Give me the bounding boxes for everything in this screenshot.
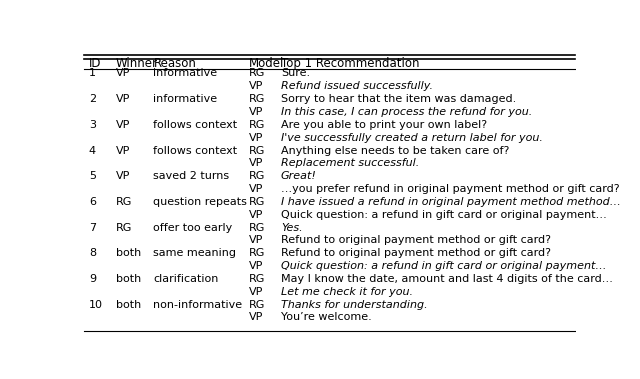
Text: Replacement successful.: Replacement successful.: [281, 158, 419, 168]
Text: Refund to original payment method or gift card?: Refund to original payment method or gif…: [281, 248, 551, 258]
Text: May I know the date, amount and last 4 digits of the card…: May I know the date, amount and last 4 d…: [281, 274, 612, 284]
Text: 6: 6: [89, 197, 96, 207]
Text: Sure.: Sure.: [281, 69, 310, 78]
Text: Quick question: a refund in gift card or original payment…: Quick question: a refund in gift card or…: [281, 210, 607, 220]
Text: saved 2 turns: saved 2 turns: [154, 171, 230, 181]
Text: Yes.: Yes.: [281, 222, 303, 233]
Text: RG: RG: [116, 222, 132, 233]
Text: question repeats: question repeats: [154, 197, 247, 207]
Text: follows context: follows context: [154, 120, 237, 130]
Text: both: both: [116, 248, 141, 258]
Text: VP: VP: [116, 94, 130, 104]
Text: Great!: Great!: [281, 171, 317, 181]
Text: Top 1 Recommendation: Top 1 Recommendation: [281, 57, 419, 70]
Text: both: both: [116, 274, 141, 284]
Text: non-informative: non-informative: [154, 300, 243, 310]
Text: RG: RG: [249, 248, 265, 258]
Text: 1: 1: [89, 69, 96, 78]
Text: VP: VP: [249, 158, 263, 168]
Text: …you prefer refund in original payment method or gift card?: …you prefer refund in original payment m…: [281, 184, 620, 194]
Text: VP: VP: [249, 235, 263, 246]
Text: Reason: Reason: [154, 57, 196, 70]
Text: VP: VP: [249, 107, 263, 117]
Text: RG: RG: [249, 120, 265, 130]
Text: I've successfully created a return label for you.: I've successfully created a return label…: [281, 133, 543, 143]
Text: 5: 5: [89, 171, 96, 181]
Text: I have issued a refund in original payment method method…: I have issued a refund in original payme…: [281, 197, 621, 207]
Text: Model: Model: [249, 57, 284, 70]
Text: VP: VP: [116, 146, 130, 155]
Text: 8: 8: [89, 248, 96, 258]
Text: VP: VP: [249, 210, 263, 220]
Text: RG: RG: [249, 146, 265, 155]
Text: RG: RG: [249, 222, 265, 233]
Text: Winner: Winner: [116, 57, 157, 70]
Text: Thanks for understanding.: Thanks for understanding.: [281, 300, 428, 310]
Text: RG: RG: [249, 300, 265, 310]
Text: Sorry to hear that the item was damaged.: Sorry to hear that the item was damaged.: [281, 94, 516, 104]
Text: RG: RG: [249, 274, 265, 284]
Text: RG: RG: [249, 94, 265, 104]
Text: VP: VP: [249, 261, 263, 271]
Text: follows context: follows context: [154, 146, 237, 155]
Text: 3: 3: [89, 120, 96, 130]
Text: Are you able to print your own label?: Are you able to print your own label?: [281, 120, 487, 130]
Text: 2: 2: [89, 94, 96, 104]
Text: 9: 9: [89, 274, 96, 284]
Text: In this case, I can process the refund for you.: In this case, I can process the refund f…: [281, 107, 532, 117]
Text: VP: VP: [116, 69, 130, 78]
Text: ID: ID: [89, 57, 101, 70]
Text: 4: 4: [89, 146, 96, 155]
Text: 10: 10: [89, 300, 103, 310]
Text: You’re welcome.: You’re welcome.: [281, 312, 372, 323]
Text: VP: VP: [116, 171, 130, 181]
Text: Refund issued successfully.: Refund issued successfully.: [281, 81, 433, 91]
Text: RG: RG: [249, 69, 265, 78]
Text: clarification: clarification: [154, 274, 219, 284]
Text: both: both: [116, 300, 141, 310]
Text: RG: RG: [116, 197, 132, 207]
Text: RG: RG: [249, 171, 265, 181]
Text: Anything else needs to be taken care of?: Anything else needs to be taken care of?: [281, 146, 509, 155]
Text: Let me check it for you.: Let me check it for you.: [281, 287, 413, 297]
Text: VP: VP: [249, 312, 263, 323]
Text: informative: informative: [154, 69, 218, 78]
Text: Quick question: a refund in gift card or original payment…: Quick question: a refund in gift card or…: [281, 261, 606, 271]
Text: VP: VP: [249, 133, 263, 143]
Text: Refund to original payment method or gift card?: Refund to original payment method or gif…: [281, 235, 551, 246]
Text: informative: informative: [154, 94, 218, 104]
Text: offer too early: offer too early: [154, 222, 233, 233]
Text: VP: VP: [249, 81, 263, 91]
Text: 7: 7: [89, 222, 96, 233]
Text: VP: VP: [116, 120, 130, 130]
Text: VP: VP: [249, 287, 263, 297]
Text: same meaning: same meaning: [154, 248, 236, 258]
Text: VP: VP: [249, 184, 263, 194]
Text: RG: RG: [249, 197, 265, 207]
